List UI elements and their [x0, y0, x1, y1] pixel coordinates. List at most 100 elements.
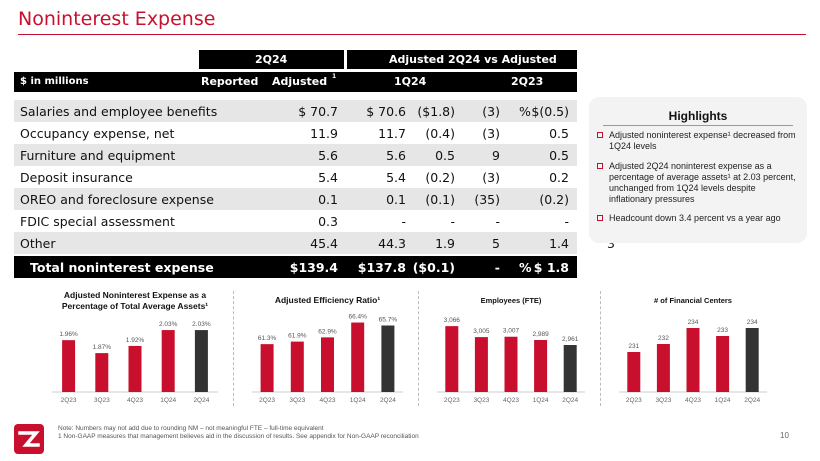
data-label: 233 [717, 327, 728, 334]
cell-pct2: 1 [606, 260, 615, 275]
bank-logo-icon [14, 424, 44, 454]
highlight-text: Headcount down 3.4 percent vs a year ago [609, 213, 781, 223]
chart-3: Employees (FTE) 3,066 2Q23 3,005 3Q23 3,007 4Q… [425, 290, 597, 408]
cell-reported: 5.4 [318, 170, 338, 185]
highlight-item: Headcount down 3.4 percent vs a year ago [597, 213, 799, 224]
x-tick-label: 1Q24 [350, 397, 366, 404]
data-label: 2,989 [532, 331, 549, 338]
highlight-item: Adjusted 2Q24 noninterest expense as a p… [597, 161, 799, 205]
bar-3q23 [290, 341, 304, 392]
cell-chg2: 1.4 [549, 236, 569, 251]
chart-divider [418, 291, 419, 406]
bar-4q23 [686, 328, 700, 392]
cell-chg2: $ 1.8 [533, 260, 569, 275]
x-tick-label: 2Q24 [562, 397, 578, 404]
x-tick-label: 3Q23 [655, 397, 671, 404]
cell-pct1: 9 [492, 148, 500, 163]
footnote-nongaap: 1 Non-GAAP measures that management beli… [58, 433, 419, 440]
x-tick-label: 4Q23 [320, 397, 336, 404]
bar-1q24 [161, 330, 175, 392]
highlight-text: Adjusted 2Q24 noninterest expense as a p… [609, 161, 796, 204]
bar-2q24 [563, 345, 577, 392]
x-tick-label: 2Q24 [380, 397, 396, 404]
cell-reported: 0.1 [318, 192, 338, 207]
bar-4q23 [504, 336, 518, 392]
units-label: $ in millions [20, 76, 89, 87]
cell-reported: 0.3 [318, 214, 338, 229]
x-tick-label: 2Q24 [193, 397, 209, 404]
data-label: 234 [747, 319, 758, 326]
header-adjusted-vs: Adjusted 2Q24 vs Adjusted [389, 53, 557, 66]
cell-label: Occupancy expense, net [20, 126, 175, 141]
x-tick-label: 2Q24 [744, 397, 760, 404]
cell-chg2: 0.5 [549, 126, 569, 141]
chart-4: # of Financial Centers 231 2Q23 232 3Q23 234 4… [607, 290, 779, 408]
cell-chg1: 1.9 [435, 236, 455, 251]
chart-svg: 1.96% 2Q23 1.87% 3Q23 1.92% 4Q23 2.03% 1Q24 2.03… [52, 321, 218, 404]
cell-chg1: (0.1) [425, 192, 455, 207]
bullet-box-icon [597, 163, 603, 169]
cell-label: Deposit insurance [20, 170, 133, 185]
x-tick-label: 2Q23 [259, 397, 275, 404]
cell-reported: 11.9 [310, 126, 338, 141]
footnote-note: Note: Numbers may not add due to roundin… [58, 425, 324, 432]
cell-pct1: 5 [492, 236, 500, 251]
x-tick-label: 2Q23 [626, 397, 642, 404]
bar-4q23 [128, 345, 142, 392]
data-label: 2.03% [159, 321, 178, 328]
cell-chg1: (0.2) [425, 170, 455, 185]
chart-title: Adjusted Noninterest Expense as a Percen… [61, 290, 209, 311]
cell-pct1: - [494, 260, 500, 275]
cell-chg1: ($0.1) [412, 260, 455, 275]
bar-1q24 [716, 336, 730, 392]
chart-title: # of Financial Centers [654, 296, 732, 305]
x-tick-label: 4Q23 [503, 397, 519, 404]
x-tick-label: 4Q23 [685, 397, 701, 404]
cell-pct1: - [495, 214, 500, 229]
x-tick-label: 1Q24 [160, 397, 176, 404]
chart-svg: 231 2Q23 232 3Q23 234 4Q23 233 1Q24 234 2Q24 [619, 319, 767, 404]
data-label: 1.92% [126, 337, 145, 344]
data-label: 66.4% [348, 314, 367, 321]
bar-3q23 [95, 353, 109, 392]
total-row: Total noninterest expense $139.4 $137.8 ($0… [14, 256, 646, 278]
data-label: 1.87% [93, 344, 112, 351]
cell-reported: $ 70.7 [298, 104, 338, 119]
col-adjusted-sup: 1 [332, 73, 337, 80]
bar-2q24 [381, 325, 395, 392]
highlights-title: Highlights [668, 109, 728, 123]
data-label: 3,007 [503, 328, 520, 335]
x-tick-label: 2Q23 [61, 397, 77, 404]
x-tick-label: 3Q23 [289, 397, 305, 404]
cell-chg1: - [450, 214, 455, 229]
cell-label: OREO and foreclosure expense [20, 192, 214, 207]
bar-2q23 [445, 326, 459, 392]
cell-adjusted: - [401, 214, 406, 229]
bar-3q23 [656, 344, 670, 392]
chart-svg: 3,066 2Q23 3,005 3Q23 3,007 4Q23 2,989 1Q24 2,96… [437, 317, 585, 404]
cell-label: Salaries and employee benefits [20, 104, 218, 119]
x-tick-label: 1Q24 [533, 397, 549, 404]
chart-title: Adjusted Efficiency Ratio¹ [274, 295, 381, 305]
cell-chg1: ($1.8) [417, 104, 455, 119]
chart-divider [600, 291, 601, 406]
cell-chg1: (0.4) [425, 126, 455, 141]
chart-divider [233, 291, 234, 406]
x-tick-label: 3Q23 [94, 397, 110, 404]
chart-svg: 61.3% 2Q23 61.9% 3Q23 62.9% 4Q23 66.4% 1Q24 65.7… [252, 314, 403, 404]
cell-reported: 5.6 [318, 148, 338, 163]
bar-4q23 [321, 337, 334, 392]
page-title: Noninterest Expense [18, 8, 216, 30]
data-label: 1.96% [59, 331, 78, 338]
data-label: 2,961 [562, 336, 579, 343]
bar-2q23 [627, 352, 641, 392]
col-adjusted: Adjusted [272, 75, 328, 88]
bar-1q24 [534, 339, 548, 392]
cell-label: Furniture and equipment [20, 148, 176, 163]
bullet-box-icon [597, 132, 603, 138]
cell-pct2: 3 [607, 236, 615, 251]
data-label: 3,066 [444, 317, 461, 324]
